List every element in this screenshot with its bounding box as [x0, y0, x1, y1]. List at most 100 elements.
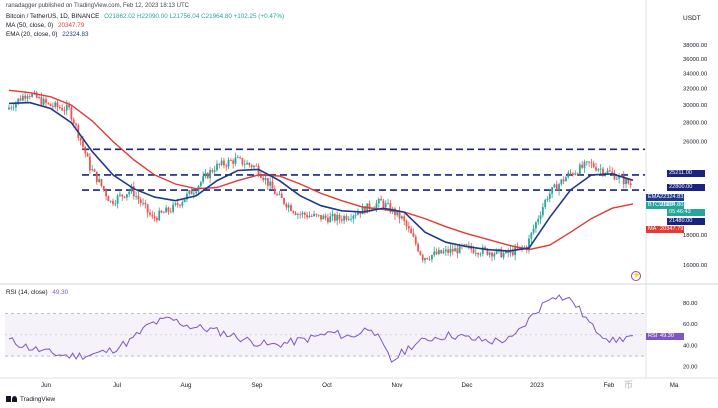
candle-up	[366, 203, 369, 214]
candle-down	[428, 259, 431, 260]
candle-down	[435, 251, 438, 255]
candle-down	[394, 208, 396, 216]
candle-up	[585, 161, 588, 163]
rsi-tick-label: 60.00	[683, 322, 698, 328]
candle-up	[17, 98, 20, 103]
attribution-text: ranadagger published on TradingView.com,…	[6, 3, 190, 9]
candle-up	[548, 193, 551, 199]
price-tag-value: 22324.83	[660, 194, 684, 200]
candle-down	[294, 212, 297, 215]
candle-down	[380, 198, 382, 201]
ma50-line	[8, 89, 634, 251]
lightning-event-icon[interactable]: ⚡	[631, 271, 641, 281]
candle-down	[70, 107, 73, 120]
candle-down	[112, 200, 114, 205]
rsi-line	[8, 294, 634, 363]
candle-up	[352, 215, 355, 219]
candle-up	[172, 204, 174, 212]
rsi-legend-label: RSI (14, close)	[6, 289, 48, 296]
candle-up	[125, 194, 128, 198]
candle-down	[28, 96, 31, 97]
candle-down	[82, 140, 84, 147]
candle-down	[266, 178, 269, 186]
price-tag-value: 05:46:43	[669, 209, 691, 215]
candle-down	[40, 97, 43, 105]
candle-up	[119, 194, 121, 196]
candle-down	[229, 160, 232, 161]
candle-up	[253, 165, 255, 168]
price-tag-key: MA	[648, 226, 657, 232]
candle-down	[486, 248, 489, 255]
candle-up	[8, 107, 10, 110]
price-tag: 21480.00	[667, 218, 705, 225]
rsi-legend-value: 49.30	[52, 289, 69, 296]
candle-down	[465, 244, 468, 246]
candle-down	[232, 160, 235, 164]
candle-up	[463, 244, 466, 247]
tradingview-footer[interactable]: TradingView	[6, 395, 55, 403]
ema20-line	[8, 101, 634, 252]
candle-up	[336, 214, 339, 221]
candle-down	[223, 160, 225, 166]
candle-down	[608, 170, 611, 172]
candle-down	[303, 212, 306, 215]
candle-down	[317, 214, 320, 216]
candle-up	[560, 179, 563, 185]
candle-down	[398, 210, 401, 219]
candle-down	[262, 177, 265, 181]
candle-down	[144, 202, 147, 205]
candle-down	[137, 195, 140, 200]
candle-down	[521, 246, 523, 248]
price-tag-key: BTCUSDT	[648, 202, 675, 208]
price-tag-value: 25211.00	[669, 170, 692, 176]
candle-up	[227, 160, 230, 167]
candle-down	[190, 190, 193, 195]
candle-down	[153, 216, 156, 218]
ema-legend[interactable]: EMA (20, close, 0) 22324.83	[6, 31, 88, 38]
candle-down	[169, 211, 172, 213]
candle-up	[384, 203, 387, 208]
candle-down	[456, 248, 459, 254]
candle-down	[47, 102, 50, 104]
candle-up	[493, 253, 496, 257]
candle-up	[606, 170, 609, 173]
candle-down	[102, 185, 105, 190]
candle-up	[523, 246, 526, 248]
price-tag-value: 21964.80	[660, 202, 684, 208]
candle-up	[488, 252, 491, 255]
candle-down	[315, 213, 318, 215]
candle-down	[611, 171, 614, 173]
candle-up	[114, 203, 117, 205]
candle-up	[424, 258, 426, 261]
candle-down	[590, 162, 593, 164]
candle-down	[63, 110, 66, 112]
candle-down	[280, 193, 283, 199]
candle-down	[162, 212, 165, 214]
candle-up	[625, 178, 627, 185]
candle-up	[558, 184, 560, 191]
price-tag: BTCUSDT21964.80	[646, 202, 684, 209]
candle-up	[216, 163, 218, 171]
time-tick-label: 2023	[530, 382, 544, 389]
candle-up	[479, 253, 482, 255]
candle-down	[340, 219, 343, 221]
candle-up	[551, 187, 554, 194]
candle-up	[15, 102, 17, 108]
candle-down	[146, 204, 149, 213]
candle-down	[255, 165, 258, 167]
candle-down	[139, 199, 142, 203]
candle-down	[412, 233, 415, 237]
candle-down	[10, 107, 13, 109]
candle-up	[574, 173, 577, 175]
rsi-legend[interactable]: RSI (14, close) 49.30	[6, 289, 68, 296]
candle-up	[26, 96, 29, 99]
ma-legend[interactable]: MA (50, close, 0) 20347.79	[6, 22, 84, 29]
price-tick-label: 32000.00	[683, 87, 707, 93]
candle-down	[84, 146, 87, 154]
candle-up	[539, 215, 542, 220]
time-tick-label: Dec	[461, 382, 472, 389]
candle-down	[592, 163, 595, 168]
candle-up	[502, 253, 505, 258]
candle-up	[329, 216, 332, 223]
